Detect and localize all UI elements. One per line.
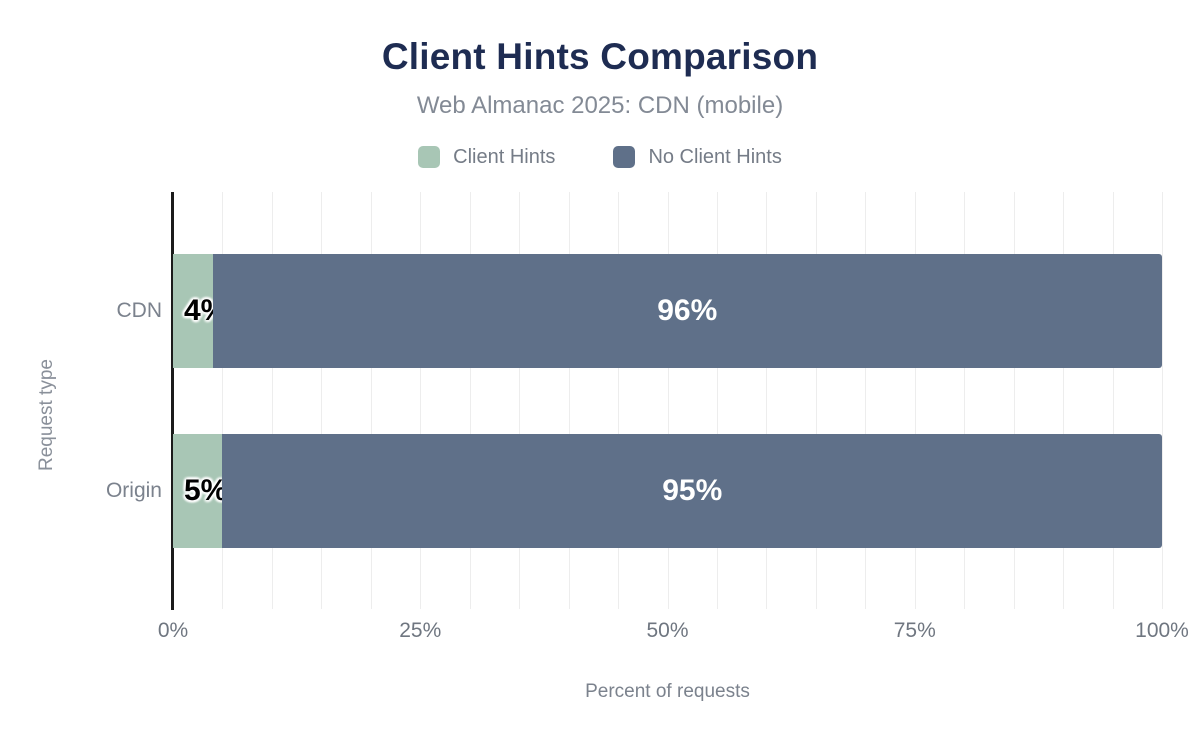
- gridline: [469, 192, 471, 609]
- legend-item-1[interactable]: No Client Hints: [613, 145, 782, 169]
- x-axis-title: Percent of requests: [585, 681, 750, 702]
- gridline: [222, 192, 224, 609]
- plot-area: 4% 96% 5% 95%: [171, 192, 1163, 610]
- x-tick-label-25: 25%: [399, 619, 442, 642]
- gridline: [519, 192, 521, 609]
- y-axis-title: Request type: [36, 359, 57, 471]
- gridline: [1013, 192, 1015, 609]
- gridline: [1063, 192, 1065, 609]
- category-label-cdn: CDN: [116, 299, 163, 322]
- x-tick-label-50: 50%: [646, 619, 689, 642]
- bar-segment-cdn-1: [212, 254, 1162, 368]
- legend: Client Hints No Client Hints: [0, 144, 1200, 170]
- gridline: [271, 192, 273, 609]
- gridline: [420, 192, 422, 609]
- category-label-origin: Origin: [105, 479, 162, 502]
- gridline: [568, 192, 570, 609]
- bar-row-origin: 5% 95%: [173, 434, 1162, 548]
- x-tick-label-100: 100%: [1135, 619, 1189, 642]
- bar-value-label: 95%: [662, 474, 723, 507]
- gridline: [766, 192, 768, 609]
- gridline: [667, 192, 669, 609]
- x-tick-label-75: 75%: [893, 619, 936, 642]
- legend-item-0[interactable]: Client Hints: [418, 146, 555, 169]
- legend-swatch-icon: [418, 146, 441, 168]
- legend-label: No Client Hints: [648, 145, 782, 168]
- bar-row-cdn: 4% 96%: [173, 254, 1162, 368]
- x-tick-label-0: 0%: [157, 619, 189, 642]
- gridline: [1162, 192, 1163, 609]
- bar-segment-cdn-0: [173, 254, 213, 368]
- gridline: [1112, 192, 1114, 609]
- legend-swatch-icon: [613, 146, 636, 168]
- bar-value-label: 96%: [657, 294, 718, 327]
- gridline: [716, 192, 718, 609]
- gridline: [321, 192, 323, 609]
- bar-value-label: 5%: [184, 474, 228, 507]
- chart-title: Client Hints Comparison: [381, 36, 819, 77]
- gridline: [618, 192, 620, 609]
- y-axis-line: [171, 192, 174, 610]
- gridline: [370, 192, 372, 609]
- gridline: [865, 192, 867, 609]
- bar-segment-origin-0: [173, 434, 223, 548]
- gridline: [914, 192, 916, 609]
- chart-subtitle: Web Almanac 2025: CDN (mobile): [416, 92, 784, 119]
- gridline: [964, 192, 966, 609]
- legend-label: Client Hints: [453, 145, 556, 168]
- gridline: [815, 192, 817, 609]
- bar-segment-origin-1: [222, 434, 1162, 548]
